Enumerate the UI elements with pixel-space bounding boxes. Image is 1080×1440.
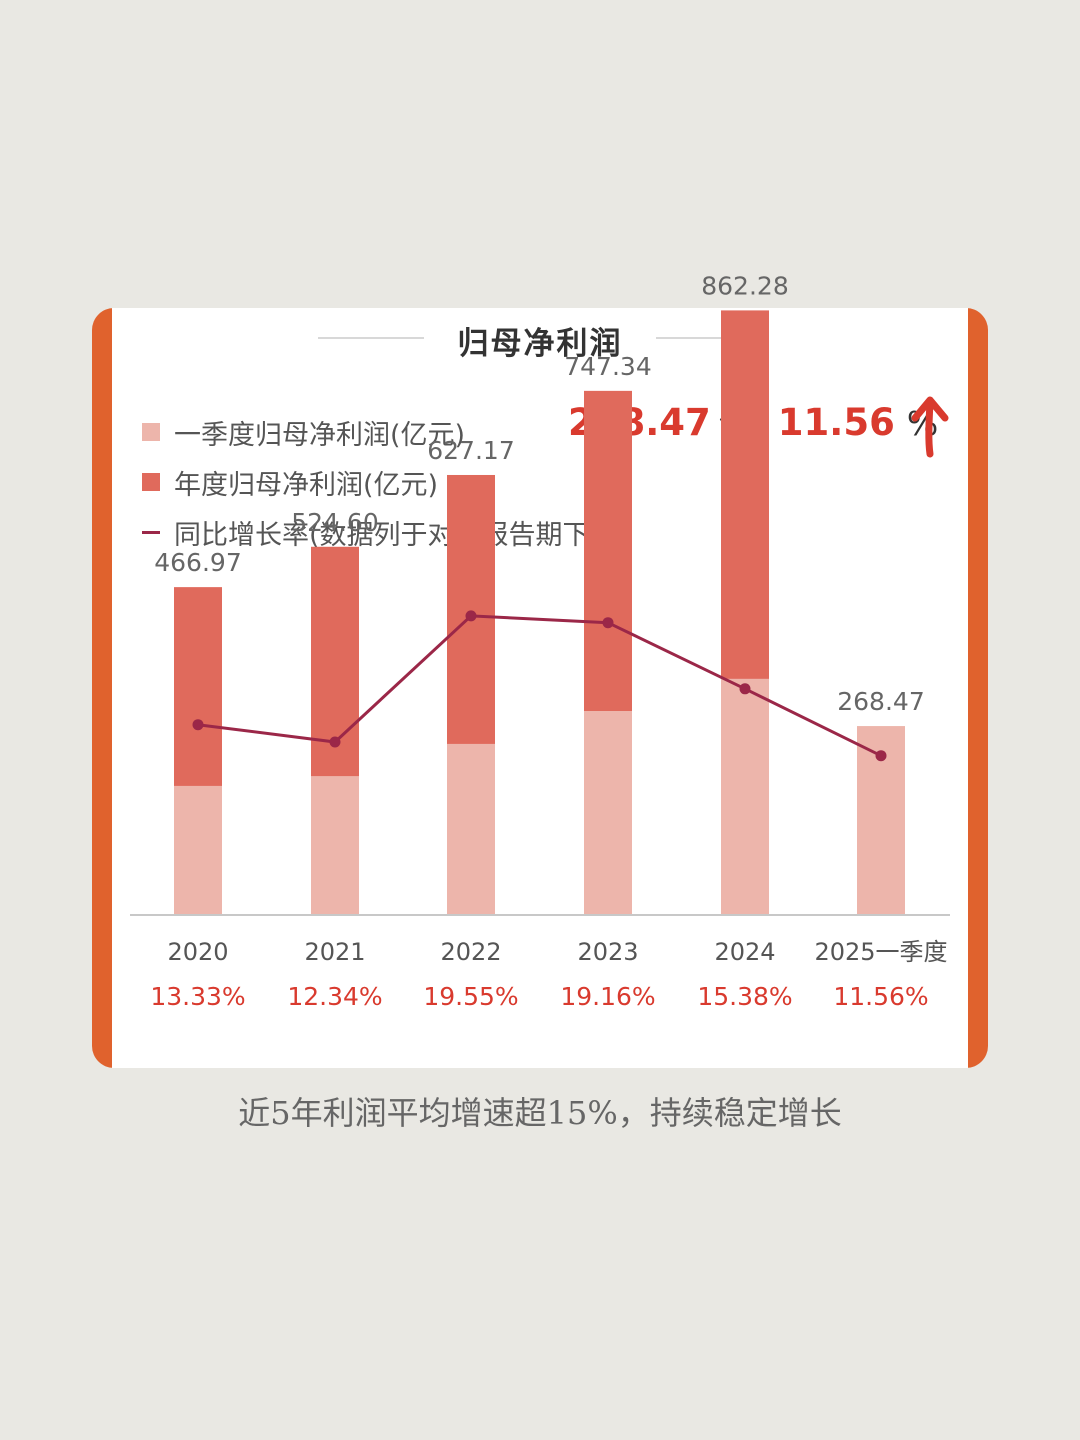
bar-value-label-2025一季度: 268.47 xyxy=(837,687,924,716)
growth-rate-label-2022: 19.55% xyxy=(423,982,518,1011)
title-divider-left xyxy=(318,337,424,339)
bar-value-label-2020: 466.97 xyxy=(154,548,241,577)
x-tick-label-2021: 2021 xyxy=(304,938,365,966)
bar-value-label-2022: 627.17 xyxy=(427,436,514,465)
growth-rate-label-2020: 13.33% xyxy=(150,982,245,1011)
title-divider-right xyxy=(656,337,762,339)
x-tick-label-2020: 2020 xyxy=(167,938,228,966)
legend-label-annual: 年度归母净利润(亿元) xyxy=(174,469,439,501)
bar-value-label-2024: 862.28 xyxy=(701,271,788,300)
legend-swatch-annual xyxy=(142,473,160,491)
headline-growth: 11.56 xyxy=(777,401,895,444)
chart-title: 归母净利润 xyxy=(457,326,623,362)
legend-label-q1: 一季度归母净利润(亿元) xyxy=(174,419,466,451)
growth-point-2021 xyxy=(329,736,341,748)
growth-rate-line xyxy=(197,614,882,758)
legend-item-annual: 年度归母净利润(亿元) xyxy=(142,462,438,502)
growth-rate-label-2021: 12.34% xyxy=(287,982,382,1011)
growth-point-2025一季度 xyxy=(875,750,887,762)
growth-rate-label-2024: 15.38% xyxy=(697,982,792,1011)
legend-item-growth: 同比增长率(数据列于对应报告期下方) xyxy=(142,512,627,552)
up-arrow-icon xyxy=(911,396,949,458)
growth-point-2022 xyxy=(465,610,477,622)
bar-value-label-2023: 747.34 xyxy=(564,352,651,381)
bar-q1-2021 xyxy=(311,776,359,914)
legend-swatch-q1 xyxy=(142,423,160,441)
bar-q1-2023 xyxy=(584,711,632,914)
x-tick-label-2023: 2023 xyxy=(577,938,638,966)
x-tick-label-2024: 2024 xyxy=(714,938,775,966)
caption-text: 近5年利润平均增速超15%，持续稳定增长 xyxy=(238,1094,842,1132)
growth-rate-label-2025一季度: 11.56% xyxy=(833,982,928,1011)
bar-q1-2024 xyxy=(721,678,769,914)
x-tick-label-2022: 2022 xyxy=(440,938,501,966)
legend-item-q1: 一季度归母净利润(亿元) xyxy=(142,412,465,452)
chart-card xyxy=(112,308,968,1068)
growth-rate-label-2023: 19.16% xyxy=(560,982,655,1011)
x-tick-label-2025一季度: 2025一季度 xyxy=(814,938,947,966)
bar-q1-2022 xyxy=(447,743,495,914)
legend-label-growth: 同比增长率(数据列于对应报告期下方) xyxy=(174,519,628,551)
growth-point-2020 xyxy=(192,719,204,731)
bar-value-label-2021: 524.60 xyxy=(291,508,378,537)
growth-point-2024 xyxy=(739,683,751,695)
legend-swatch-growth xyxy=(142,530,160,534)
growth-point-2023 xyxy=(602,617,614,629)
bar-q1-2020 xyxy=(174,785,222,914)
